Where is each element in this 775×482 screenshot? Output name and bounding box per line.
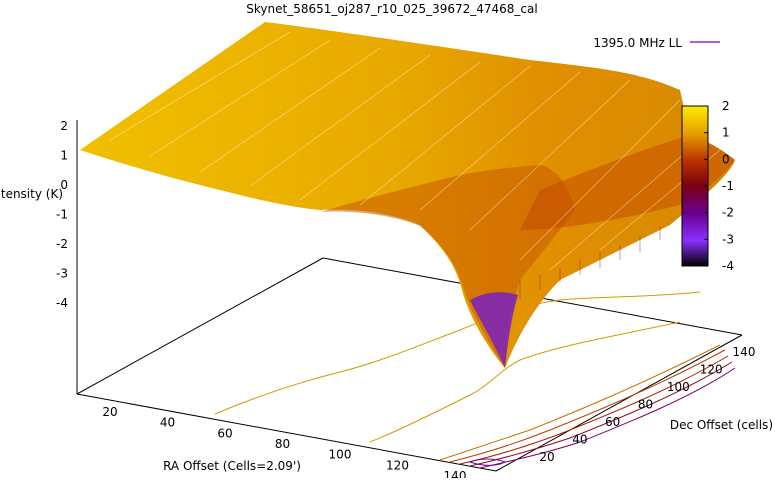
x-tick-label: 20 xyxy=(102,405,117,419)
mesh-line xyxy=(469,79,631,231)
surface-wires xyxy=(109,31,721,271)
surface-front-wires xyxy=(519,226,661,300)
z-tick-labels: 2 1 0 -1 -2 -3 -4 xyxy=(56,119,68,310)
colorbar-tick-label: -2 xyxy=(722,206,734,220)
x-axis-label: RA Offset (Cells=2.09') xyxy=(163,459,301,473)
legend-label: 1395.0 MHz LL xyxy=(593,36,682,50)
contour-line xyxy=(439,344,721,461)
contour-line xyxy=(369,321,681,443)
x-tick-label: 100 xyxy=(329,448,352,462)
mesh-line xyxy=(549,139,701,271)
contour-line xyxy=(449,349,726,463)
z-tick-label: -4 xyxy=(56,296,68,310)
x-tick-label: 140 xyxy=(444,469,467,478)
contour-line xyxy=(469,361,733,467)
z-tick-label: 1 xyxy=(60,149,68,163)
y-tick-label: 100 xyxy=(667,380,690,394)
y-axis-label: Dec Offset (cells) xyxy=(670,418,773,432)
y-tick-label: 80 xyxy=(638,398,653,412)
colorbar-tick-label: -3 xyxy=(722,232,734,246)
surface-dip xyxy=(470,292,518,368)
mesh-line xyxy=(109,31,291,141)
x-tick-label: 60 xyxy=(217,426,232,440)
colorbar-tick-label: -4 xyxy=(722,259,734,273)
y-tick-label: 140 xyxy=(733,345,756,359)
x-tick-label: 80 xyxy=(275,437,290,451)
back-left-edge xyxy=(76,257,324,395)
x-tick-label: 40 xyxy=(160,416,175,430)
colorbar-tick-label: -1 xyxy=(722,179,734,193)
x-tick-label: 120 xyxy=(386,458,409,472)
mesh-line xyxy=(299,61,481,201)
chart-title: Skynet_58651_oj287_r10_025_39672_47468_c… xyxy=(246,2,537,16)
z-tick-label: -2 xyxy=(56,237,68,251)
z-tick-label: 0 xyxy=(60,178,68,192)
mesh-line xyxy=(199,47,381,173)
colorbar-tick-label: 0 xyxy=(722,152,730,166)
mesh-line xyxy=(249,54,431,187)
mesh-line xyxy=(359,65,531,206)
mesh-line xyxy=(519,99,681,261)
y-tick-label: 60 xyxy=(605,415,620,429)
front-left-edge xyxy=(76,393,497,472)
contour-line xyxy=(468,458,507,466)
z-axis-label: Intensity (K) xyxy=(0,187,63,201)
y-tick-label: 120 xyxy=(700,363,723,377)
z-tick-label: -3 xyxy=(56,267,68,281)
colorbar-tick-label: 2 xyxy=(722,99,730,113)
colorbar-tick-labels: 2 1 0 -1 -2 -3 -4 xyxy=(704,99,734,273)
legend: 1395.0 MHz LL xyxy=(593,36,720,50)
y-tick-labels: 20 40 60 80 100 120 140 xyxy=(539,345,755,464)
base-contours xyxy=(214,291,736,469)
colorbar: 2 1 0 -1 -2 -3 -4 xyxy=(681,99,734,273)
mesh-line xyxy=(419,71,581,211)
z-tick-label: 2 xyxy=(60,119,68,133)
surface-mesh xyxy=(80,22,735,368)
mesh-line xyxy=(149,39,331,157)
contour-line xyxy=(214,291,701,415)
y-tick-label: 40 xyxy=(572,433,587,447)
contour-line xyxy=(479,367,736,469)
contour-line xyxy=(459,355,729,465)
colorbar-tick-label: 1 xyxy=(722,126,730,140)
z-tick-label: -1 xyxy=(56,208,68,222)
y-tick-label: 20 xyxy=(539,450,554,464)
surface-trough xyxy=(320,165,575,368)
